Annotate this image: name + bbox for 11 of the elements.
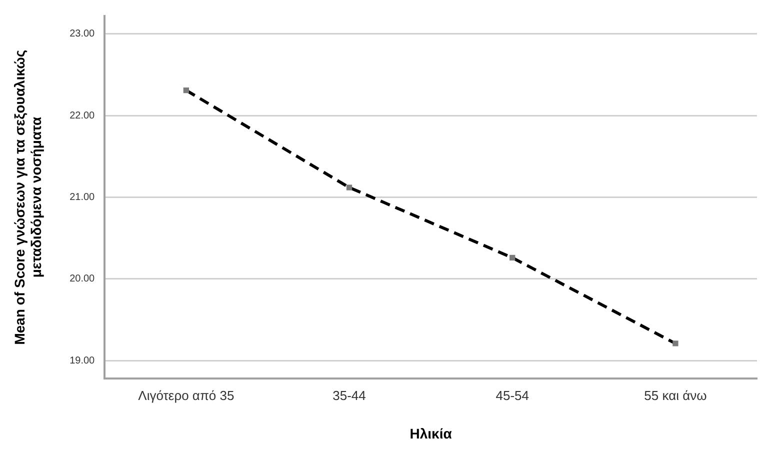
x-tick-label: 35-44	[332, 388, 366, 403]
y-tick-label: 23.00	[70, 28, 96, 40]
y-tick-label: 19.00	[70, 355, 96, 366]
y-axis-title: Mean of Score γνώσεων για τα σεξουαλικώς μεταδιδόμενα νοσήματα	[11, 50, 44, 345]
x-tick-label: 45-54	[496, 388, 529, 403]
x-axis-title: Ηλικία	[410, 425, 452, 442]
y-tick-label: 22.00	[70, 110, 96, 122]
y-tick-label: 21.00	[70, 192, 96, 204]
y-tick-label: 20.00	[70, 274, 96, 285]
x-tick-label: Λιγότερο από 35	[138, 388, 234, 403]
x-tick-label: 55 και άνω	[644, 388, 707, 403]
